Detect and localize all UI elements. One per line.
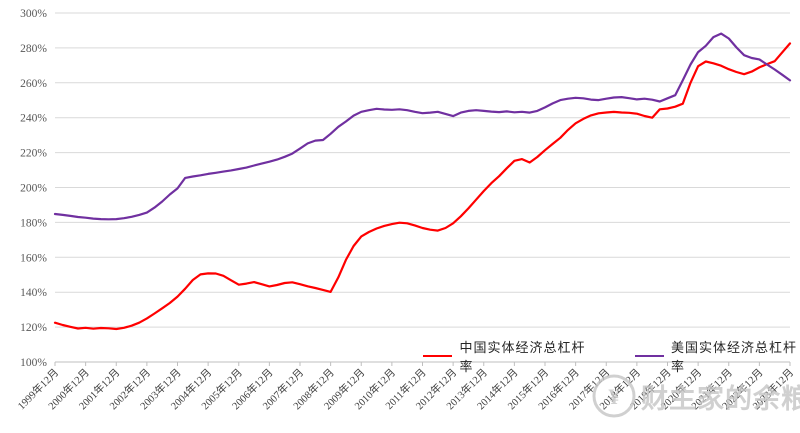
y-axis-tick-label: 220% [20, 148, 47, 160]
legend-item-usa: 美国实体经济总杠杆率 [634, 337, 800, 375]
watermark: ¥ 财主家的余粮 [591, 369, 800, 423]
watermark-logo-icon: ¥ [592, 374, 636, 418]
legend-label-china: 中国实体经济总杠杆率 [459, 340, 586, 374]
y-axis-tick-label: 200% [20, 183, 47, 195]
y-axis-tick-label: 120% [20, 322, 47, 334]
usa-series-swatch [634, 355, 664, 357]
watermark-text: 财主家的余粮 [641, 383, 800, 414]
china-series-swatch [423, 355, 453, 357]
y-axis-tick-label: 180% [20, 217, 47, 229]
svg-text:¥: ¥ [609, 384, 620, 409]
series-line-usa [53, 32, 792, 221]
y-axis-tick-label: 140% [20, 287, 47, 299]
y-axis-tick-label: 260% [20, 78, 47, 90]
y-axis-tick-label: 160% [20, 252, 47, 264]
y-axis-tick-label: 280% [20, 43, 47, 55]
legend-label-usa: 美国实体经济总杠杆率 [670, 340, 797, 374]
y-axis-tick-label: 240% [20, 113, 47, 125]
y-axis-tick-label: 300% [20, 8, 47, 20]
chart-legend: 中国实体经济总杠杆率 美国实体经济总杠杆率 [423, 337, 800, 375]
series-line-china [53, 42, 792, 331]
legend-item-china: 中国实体经济总杠杆率 [423, 337, 589, 375]
y-axis-tick-label: 100% [20, 357, 47, 369]
